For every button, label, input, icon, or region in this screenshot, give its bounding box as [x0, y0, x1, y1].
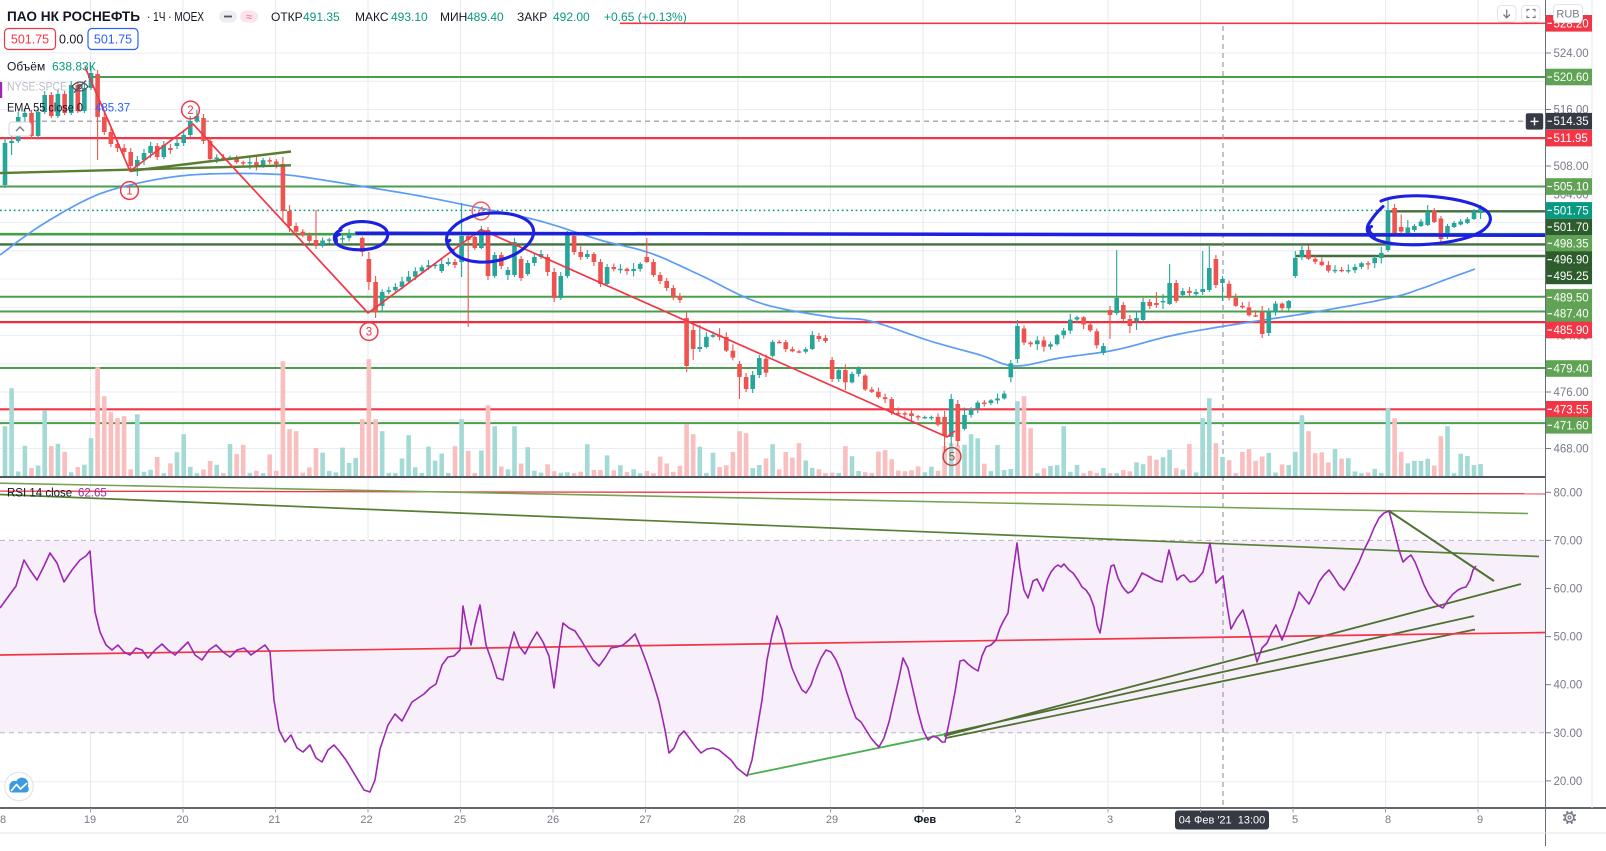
svg-text:40.00: 40.00	[1554, 680, 1583, 692]
svg-text:511.95: 511.95	[1554, 133, 1588, 145]
svg-text:1: 1	[126, 186, 132, 198]
svg-text:27: 27	[639, 814, 651, 826]
svg-text:04 Фев ′21 13:00: 04 Фев ′21 13:00	[1179, 815, 1266, 827]
svg-text:524.00: 524.00	[1554, 48, 1589, 60]
svg-text:485.37: 485.37	[95, 103, 130, 115]
svg-text:60.00: 60.00	[1554, 584, 1583, 596]
svg-text:2: 2	[187, 105, 193, 117]
svg-text:498.35: 498.35	[1554, 238, 1589, 250]
svg-text:473.55: 473.55	[1554, 404, 1589, 416]
svg-text:496.90: 496.90	[1554, 255, 1589, 267]
svg-text:520.60: 520.60	[1554, 72, 1589, 84]
svg-text:50.00: 50.00	[1554, 632, 1583, 644]
svg-text:514.35: 514.35	[1554, 116, 1589, 128]
svg-text:493.10: 493.10	[391, 10, 428, 24]
svg-text:NYSE:SPCE: NYSE:SPCE	[7, 82, 67, 94]
svg-text:471.60: 471.60	[1554, 420, 1589, 432]
svg-text:501.70: 501.70	[1554, 222, 1589, 234]
svg-text:0.00: 0.00	[59, 33, 83, 47]
svg-text:RUB: RUB	[1556, 9, 1579, 21]
svg-text:EMA 55 close 0: EMA 55 close 0	[7, 103, 83, 115]
svg-text:80.00: 80.00	[1554, 487, 1583, 499]
svg-text:5: 5	[949, 452, 955, 464]
svg-text:25: 25	[454, 814, 466, 826]
svg-text:≈: ≈	[246, 12, 252, 24]
svg-text:21: 21	[268, 814, 280, 826]
svg-text:28: 28	[733, 814, 745, 826]
svg-text:RSI 14 close: RSI 14 close	[7, 488, 72, 500]
svg-text:26: 26	[547, 814, 559, 826]
svg-text:501.75: 501.75	[94, 33, 132, 47]
svg-text:29: 29	[826, 814, 838, 826]
svg-text:495.25: 495.25	[1554, 271, 1589, 283]
svg-text:501.75: 501.75	[1554, 205, 1589, 217]
svg-text:2: 2	[1015, 814, 1021, 826]
svg-text:МАКС: МАКС	[355, 10, 389, 24]
svg-text:638.83К: 638.83К	[52, 60, 96, 74]
svg-text:62.65: 62.65	[78, 488, 107, 500]
svg-text:22: 22	[360, 814, 372, 826]
svg-text:485.90: 485.90	[1554, 325, 1589, 337]
svg-text:ОТКР: ОТКР	[271, 10, 303, 24]
svg-text:479.40: 479.40	[1554, 364, 1589, 376]
svg-text:4: 4	[478, 206, 485, 218]
svg-text:8: 8	[1385, 814, 1391, 826]
svg-text:487.40: 487.40	[1554, 309, 1589, 321]
svg-text:3: 3	[366, 327, 372, 339]
svg-text:ПАО НК РОСНЕФТЬ: ПАО НК РОСНЕФТЬ	[7, 9, 140, 24]
svg-text:· 1Ч · MOEX: · 1Ч · MOEX	[147, 9, 204, 24]
svg-text:20.00: 20.00	[1554, 776, 1583, 788]
svg-text:508.00: 508.00	[1554, 161, 1589, 173]
svg-text:489.50: 489.50	[1554, 292, 1589, 304]
svg-text:505.10: 505.10	[1554, 182, 1589, 194]
svg-text:30.00: 30.00	[1554, 728, 1583, 740]
svg-text:476.00: 476.00	[1554, 387, 1589, 399]
svg-text:ЗАКР: ЗАКР	[517, 10, 547, 24]
svg-text:70.00: 70.00	[1554, 535, 1583, 547]
svg-text:491.35: 491.35	[303, 10, 340, 24]
svg-text:3: 3	[1107, 814, 1113, 826]
svg-text:5: 5	[1292, 814, 1298, 826]
svg-text:501.75: 501.75	[11, 33, 49, 47]
svg-text:Фев: Фев	[914, 814, 937, 826]
svg-text:19: 19	[84, 814, 96, 826]
svg-text:МИН: МИН	[440, 10, 467, 24]
svg-text:+0.65 (+0.13%): +0.65 (+0.13%)	[604, 10, 687, 24]
svg-text:492.00: 492.00	[553, 10, 590, 24]
svg-text:8: 8	[0, 814, 6, 826]
svg-text:489.40: 489.40	[467, 10, 504, 24]
svg-text:468.00: 468.00	[1554, 444, 1589, 456]
svg-text:9: 9	[1477, 814, 1483, 826]
svg-text:20: 20	[176, 814, 188, 826]
svg-text:Объём: Объём	[7, 60, 45, 74]
